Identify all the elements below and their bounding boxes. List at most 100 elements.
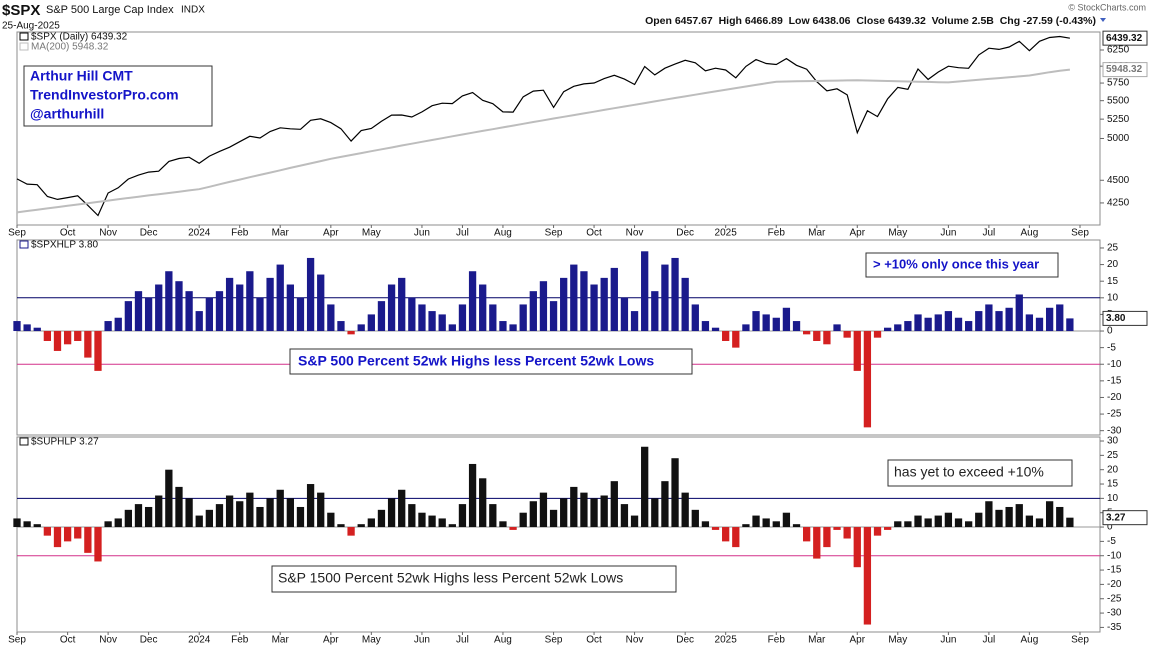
bar — [610, 267, 618, 332]
bar — [884, 327, 892, 332]
bar — [873, 331, 882, 338]
x-tick-label: Nov — [99, 228, 117, 239]
x-tick-label: Feb — [231, 635, 249, 646]
bar — [580, 492, 588, 528]
last-value-box — [1102, 62, 1148, 78]
x-tick-label: May — [888, 635, 907, 646]
last-value-box — [1102, 30, 1148, 46]
y-tick-label: -20 — [1107, 579, 1122, 590]
bar — [934, 314, 942, 332]
bar — [256, 506, 264, 528]
bar — [499, 521, 507, 528]
bar — [651, 291, 659, 332]
last-value-label: 3.80 — [1106, 313, 1126, 324]
bar — [479, 478, 487, 528]
bar — [124, 509, 133, 528]
x-tick-label: Sep — [1071, 635, 1089, 646]
price-line — [16, 35, 1070, 217]
bar — [225, 277, 234, 332]
last-value-box — [1102, 510, 1148, 526]
x-tick-label: Dec — [140, 228, 158, 239]
symbol: $SPX — [2, 2, 40, 19]
bar — [286, 498, 294, 528]
dropdown-arrow[interactable] — [1100, 18, 1106, 22]
annotation-box — [865, 252, 1059, 278]
x-tick-label: Mar — [272, 635, 290, 646]
bar — [519, 512, 527, 528]
bar — [792, 524, 801, 528]
bar — [904, 521, 912, 528]
legend-entry: $SPX (Daily) 6439.32 — [31, 32, 128, 43]
bar — [772, 317, 780, 332]
legend-swatch — [19, 42, 29, 51]
annotation-box — [271, 565, 677, 593]
bar — [256, 297, 264, 332]
bar — [529, 291, 537, 332]
y-tick-label: 5750 — [1107, 78, 1130, 89]
y-tick-label: 25 — [1107, 243, 1119, 254]
x-tick-label: Jul — [456, 228, 469, 239]
x-tick-label: Aug — [1020, 228, 1038, 239]
x-tick-label: 2025 — [715, 228, 738, 239]
bar — [398, 277, 406, 332]
x-tick-label: Dec — [676, 635, 694, 646]
x-tick-label: Feb — [768, 635, 786, 646]
bar — [418, 304, 426, 332]
x-tick-label: Oct — [60, 635, 76, 646]
bar — [276, 264, 284, 332]
x-tick-label: Jul — [982, 635, 995, 646]
x-tick-label: Sep — [545, 228, 563, 239]
bar — [165, 271, 173, 332]
y-tick-label: 20 — [1107, 464, 1119, 475]
bar — [215, 291, 224, 332]
bar — [985, 304, 993, 332]
bar — [1015, 504, 1023, 528]
bar — [84, 331, 92, 358]
bar — [306, 257, 315, 332]
quote: Open 6457.67 High 6466.89 Low 6438.06 Cl… — [645, 15, 1096, 27]
bar — [246, 492, 254, 528]
bar — [732, 527, 740, 548]
bar — [722, 527, 730, 542]
bar — [13, 321, 21, 332]
bar — [387, 498, 396, 528]
bar — [711, 327, 720, 332]
x-tick-label: Aug — [1020, 635, 1038, 646]
bar — [894, 324, 902, 332]
bar — [701, 321, 710, 332]
bar — [1066, 517, 1074, 528]
y-tick-label: 10 — [1107, 493, 1119, 504]
x-tick-label: Oct — [586, 635, 602, 646]
bar — [863, 331, 872, 428]
bar — [499, 321, 507, 332]
x-tick-label: 2024 — [188, 228, 211, 239]
x-tick-label: Nov — [626, 635, 644, 646]
x-tick-label: Sep — [8, 228, 26, 239]
x-tick-label: May — [888, 228, 907, 239]
bar — [1015, 294, 1023, 332]
bar — [94, 527, 102, 562]
bar — [924, 518, 932, 528]
bar — [641, 446, 649, 528]
bar — [1056, 506, 1064, 528]
bar — [13, 518, 21, 528]
x-tick-label: Feb — [231, 228, 249, 239]
credit: © StockCharts.com — [1068, 2, 1146, 12]
x-tick-label: Dec — [140, 635, 158, 646]
bar — [1025, 314, 1034, 332]
bar — [347, 527, 355, 536]
bar — [792, 321, 801, 332]
bar — [1045, 501, 1054, 528]
bar — [570, 486, 578, 528]
x-tick-label: Sep — [8, 635, 26, 646]
y-tick-label: 30 — [1107, 436, 1119, 447]
bar — [954, 518, 963, 528]
bar — [590, 498, 598, 528]
bar — [691, 509, 699, 528]
x-tick-label: Mar — [272, 228, 290, 239]
legend-swatch — [19, 437, 29, 446]
annotation: > +10% only once this year — [873, 256, 1039, 271]
bar — [762, 314, 770, 332]
bar — [539, 492, 548, 528]
bar — [296, 297, 305, 332]
